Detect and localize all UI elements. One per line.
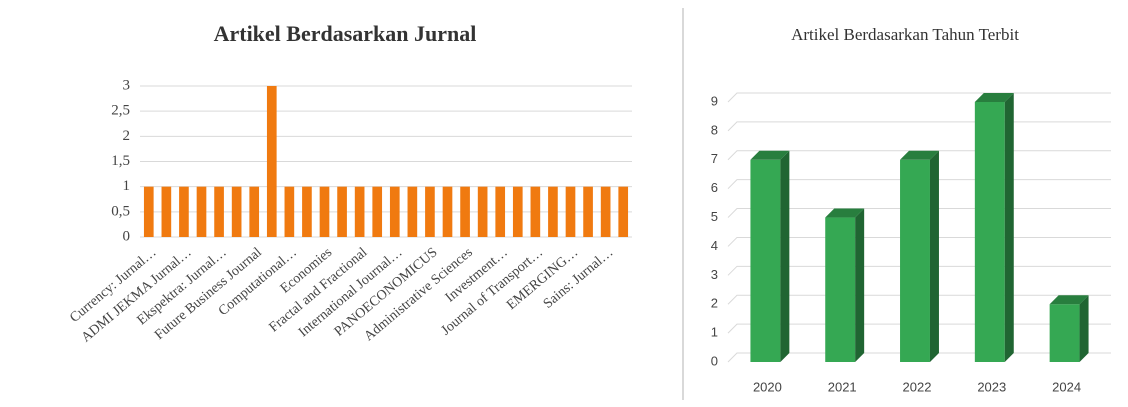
bar-top (974, 93, 1014, 102)
bar (179, 186, 189, 237)
y-tick-label: 9 (711, 93, 718, 108)
y-tick-label: 5 (711, 209, 718, 224)
y-tick-label: 6 (711, 180, 718, 195)
bar (565, 186, 576, 237)
bar (354, 186, 365, 237)
bar (337, 186, 347, 237)
bar (425, 186, 435, 237)
bar (302, 186, 312, 237)
x-tick-label: 2020 (753, 379, 782, 394)
bar (512, 186, 523, 237)
y-tick-label: 4 (711, 238, 718, 253)
bar (266, 86, 277, 237)
bar (196, 186, 207, 237)
y-tick-label: 0,5 (111, 203, 130, 219)
bar (284, 186, 295, 237)
bar-top (900, 150, 939, 160)
bar (231, 186, 242, 237)
bar-top (1049, 295, 1089, 305)
bar (825, 217, 856, 362)
bar (900, 159, 930, 362)
bar (161, 186, 172, 237)
bar (583, 186, 593, 237)
bar (442, 186, 453, 237)
x-tick-label: 2021 (828, 379, 857, 394)
bar (1049, 304, 1080, 362)
bar (530, 186, 541, 237)
bar (548, 186, 558, 237)
bar (974, 102, 1005, 362)
y-tick-label: 3 (711, 267, 718, 282)
y-tick-label: 1 (711, 325, 718, 340)
y-tick-label: 1 (123, 178, 131, 194)
x-tick-label: 2023 (977, 379, 1006, 394)
bar (495, 186, 506, 237)
bar-side (1079, 295, 1089, 362)
y-tick-label: 8 (711, 122, 718, 137)
bar (618, 186, 629, 237)
bar (249, 186, 260, 237)
grid-line (727, 121, 1111, 132)
bar-side (1004, 93, 1014, 362)
bar (214, 186, 224, 237)
bar (319, 186, 330, 237)
bar-top (750, 150, 790, 160)
bar-side (855, 208, 865, 362)
y-tick-label: 1,5 (111, 153, 130, 169)
y-tick-label: 7 (711, 151, 718, 166)
bar (460, 186, 470, 237)
bar-side (780, 150, 790, 362)
chart-title: Artikel Berdasarkan Jurnal (214, 21, 477, 46)
y-tick-label: 3 (123, 77, 131, 93)
y-tick-label: 2 (711, 296, 718, 311)
bar (750, 159, 781, 362)
bar-side (929, 150, 939, 362)
bar (143, 186, 154, 237)
y-tick-label: 0 (711, 353, 718, 368)
x-tick-label: 2022 (903, 379, 932, 394)
bar (407, 186, 418, 237)
y-tick-label: 2,5 (111, 103, 130, 119)
bar (600, 186, 611, 237)
bar (389, 186, 400, 237)
y-tick-label: 2 (123, 128, 131, 144)
y-tick-label: 0 (123, 228, 131, 244)
x-tick-label: 2024 (1052, 379, 1081, 394)
bar (477, 186, 488, 237)
grid-line (727, 92, 1111, 103)
bar (372, 186, 383, 237)
bar-top (825, 208, 865, 218)
chart-title: Artikel Berdasarkan Tahun Terbit (791, 25, 1019, 44)
